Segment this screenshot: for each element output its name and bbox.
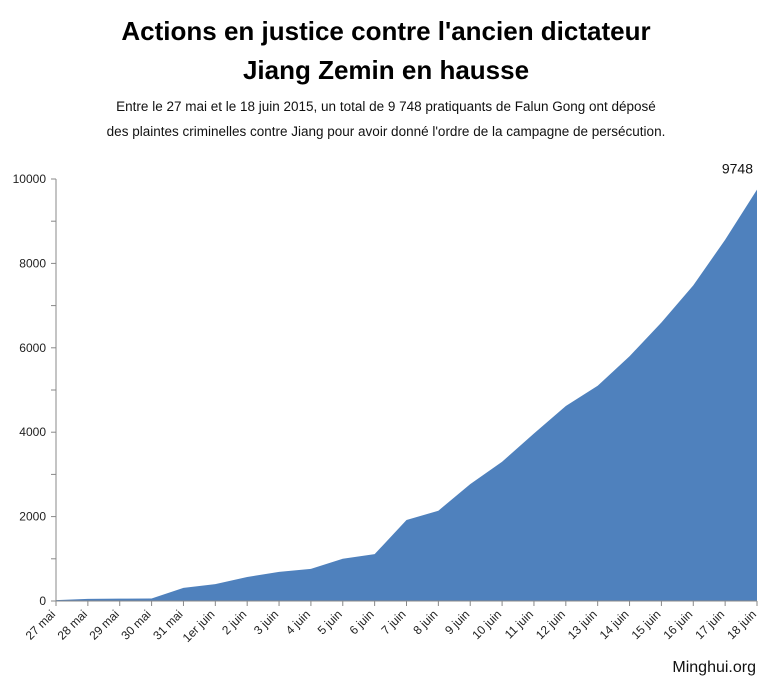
y-tick-label: 2000 bbox=[19, 510, 46, 524]
chart-subtitle-line2: des plaintes criminelles contre Jiang po… bbox=[106, 124, 666, 139]
x-tick-label: 30 mai bbox=[118, 607, 153, 642]
x-tick-label: 6 juin bbox=[347, 607, 377, 637]
x-tick-label: 9 juin bbox=[442, 607, 472, 637]
x-tick-label: 3 juin bbox=[251, 607, 281, 637]
x-tick-label: 4 juin bbox=[283, 607, 313, 637]
x-tick-label: 28 mai bbox=[55, 607, 90, 642]
chart-title-line1: Actions en justice contre l'ancien dicta… bbox=[121, 16, 651, 46]
x-tick-label: 15 juin bbox=[629, 607, 664, 642]
x-tick-label: 13 juin bbox=[565, 607, 600, 642]
data-label-last: 9748 bbox=[722, 161, 753, 177]
x-tick-label: 16 juin bbox=[660, 607, 695, 642]
source-label: Minghui.org bbox=[672, 659, 756, 676]
y-tick-label: 6000 bbox=[19, 341, 46, 355]
x-tick-label: 8 juin bbox=[410, 607, 440, 637]
x-tick-label: 14 juin bbox=[597, 607, 632, 642]
x-tick-label: 5 juin bbox=[315, 607, 345, 637]
x-tick-label: 31 mai bbox=[150, 607, 185, 642]
chart-title-line2: Jiang Zemin en hausse bbox=[242, 55, 530, 85]
y-tick-label: 0 bbox=[39, 594, 46, 608]
x-tick-label: 10 juin bbox=[469, 607, 504, 642]
x-tick-label: 17 juin bbox=[692, 607, 727, 642]
y-tick-label: 8000 bbox=[19, 256, 46, 270]
x-tick-label: 12 juin bbox=[533, 607, 568, 642]
x-tick-label: 7 juin bbox=[378, 607, 408, 637]
y-tick-label: 4000 bbox=[19, 425, 46, 439]
x-tick-label: 1er juin bbox=[180, 607, 218, 645]
x-tick-label: 2 juin bbox=[219, 607, 249, 637]
area-series bbox=[56, 189, 757, 601]
chart-subtitle-line1: Entre le 27 mai et le 18 juin 2015, un t… bbox=[116, 99, 656, 114]
x-tick-label: 18 juin bbox=[724, 607, 759, 642]
y-tick-label: 10000 bbox=[13, 172, 47, 186]
x-tick-label: 11 juin bbox=[502, 607, 536, 641]
x-tick-label: 27 mai bbox=[23, 607, 58, 642]
x-tick-label: 29 mai bbox=[86, 607, 121, 642]
